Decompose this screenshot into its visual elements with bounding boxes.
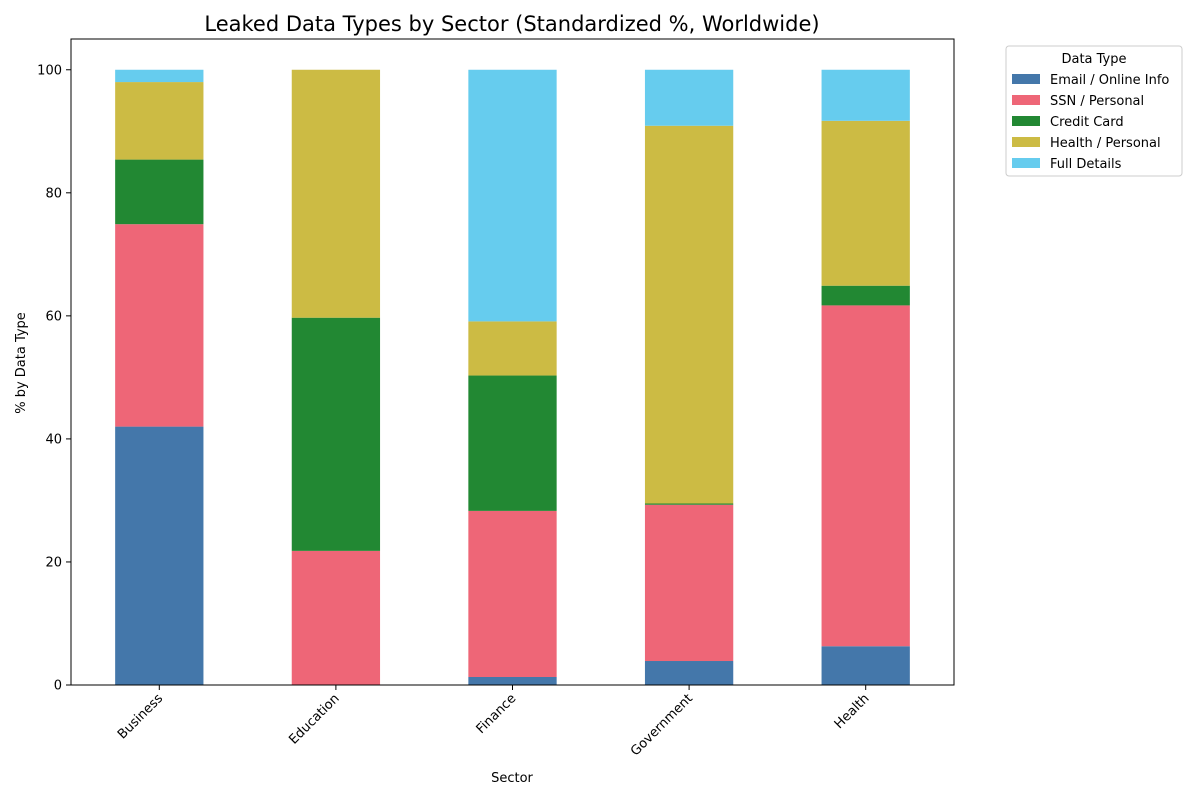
bar-segment <box>644 504 734 662</box>
x-tick-label: Business <box>115 691 166 742</box>
bar-segment <box>291 317 381 551</box>
bar-segment <box>468 69 557 322</box>
legend-swatch <box>1012 137 1040 147</box>
bar-segment <box>821 69 910 121</box>
legend: Data Type Email / Online Info SSN / Perso… <box>1005 45 1183 177</box>
bar-segment <box>291 550 381 685</box>
bar-segment <box>468 677 557 685</box>
bar-segment <box>115 224 204 427</box>
bar-segment <box>115 69 204 83</box>
y-tick-label: 20 <box>45 555 62 570</box>
bar-segment <box>468 375 557 511</box>
bar-segment <box>821 646 910 685</box>
y-tick-label: 80 <box>45 186 62 201</box>
bar-segment <box>115 82 204 160</box>
bar-segment <box>821 305 910 647</box>
plot-area: 0 20 40 60 80 100 Business Education Finance Gove… <box>37 38 955 759</box>
x-tick-label: Government <box>628 691 696 759</box>
y-tick-label: 40 <box>45 432 62 447</box>
legend-title: Data Type <box>1061 52 1126 67</box>
bar-segment <box>468 510 557 677</box>
legend-label: SSN / Personal <box>1050 94 1144 109</box>
legend-swatch <box>1012 158 1040 168</box>
x-axis-title: Sector <box>491 771 533 786</box>
y-tick-label: 100 <box>37 63 62 78</box>
x-tick-label: Education <box>286 691 342 747</box>
legend-swatch <box>1012 74 1040 84</box>
bar-segment <box>115 426 204 685</box>
legend-label: Health / Personal <box>1050 136 1161 151</box>
legend-label: Email / Online Info <box>1050 73 1169 88</box>
bar-segment <box>644 503 734 505</box>
y-axis-title: % by Data Type <box>14 312 29 414</box>
bar-segment <box>291 69 381 318</box>
x-tick-label: Health <box>832 691 873 732</box>
legend-label: Full Details <box>1050 157 1122 172</box>
bar-segment <box>644 69 734 126</box>
legend-frame <box>1005 45 1183 177</box>
bar-segment <box>644 661 734 685</box>
legend-swatch <box>1012 95 1040 105</box>
bar-segment <box>821 285 910 306</box>
legend-label: Credit Card <box>1050 115 1124 130</box>
chart-title: Leaked Data Types by Sector (Standardize… <box>204 12 819 36</box>
bar-segment <box>468 321 557 376</box>
legend-swatch <box>1012 116 1040 126</box>
y-tick-label: 60 <box>45 309 62 324</box>
bar-segment <box>115 159 204 225</box>
x-tick-label: Finance <box>474 691 520 737</box>
bar-segment <box>821 120 910 286</box>
y-tick-label: 0 <box>54 679 62 694</box>
bar-segment <box>644 125 734 504</box>
